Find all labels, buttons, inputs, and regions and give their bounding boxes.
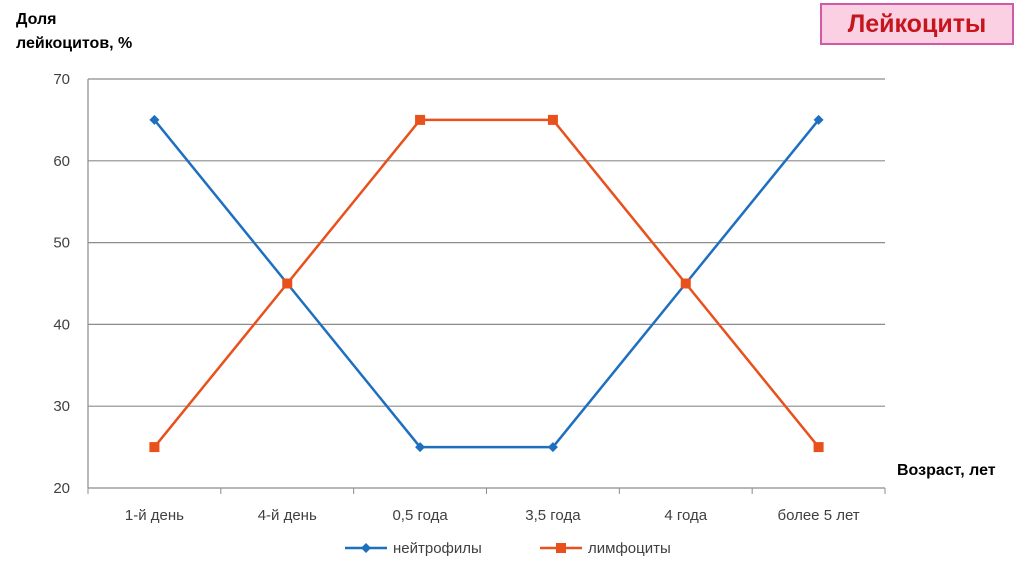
y-tick-label: 50 [53, 235, 70, 252]
x-tick-label: 4 года [664, 507, 707, 524]
x-tick-label: более 5 лет [777, 507, 859, 524]
x-tick-label: 3,5 года [525, 507, 581, 524]
x-tick-label: 0,5 года [392, 507, 448, 524]
y-axis-label: Доля лейкоцитов, % [16, 11, 133, 52]
x-axis-label: Возраст, лет [897, 462, 996, 479]
series-line-лимфоциты [153, 118, 820, 448]
data-point [680, 278, 691, 289]
legend-marker [556, 543, 566, 553]
data-point [149, 114, 160, 125]
y-tick-label: 70 [53, 71, 70, 88]
data-point [282, 278, 293, 289]
data-point [415, 114, 426, 125]
data-point [547, 442, 558, 453]
legend-label: лимфоциты [588, 540, 671, 557]
data-point [813, 114, 824, 125]
y-tick-label: 20 [53, 480, 70, 497]
data-point [415, 442, 426, 453]
series-line-нейтрофилы [153, 119, 820, 449]
x-tick-label: 4-й день [258, 507, 317, 524]
y-tick-label: 40 [53, 316, 70, 333]
data-point [149, 442, 160, 453]
x-tick-label: 1-й день [125, 507, 184, 524]
y-tick-label: 30 [53, 398, 70, 415]
slide-title: Лейкоциты [820, 3, 1014, 45]
y-tick-label: 60 [53, 153, 70, 170]
legend-marker [361, 543, 371, 553]
legend-label: нейтрофилы [393, 540, 482, 557]
data-point [813, 442, 824, 453]
data-point [547, 114, 558, 125]
